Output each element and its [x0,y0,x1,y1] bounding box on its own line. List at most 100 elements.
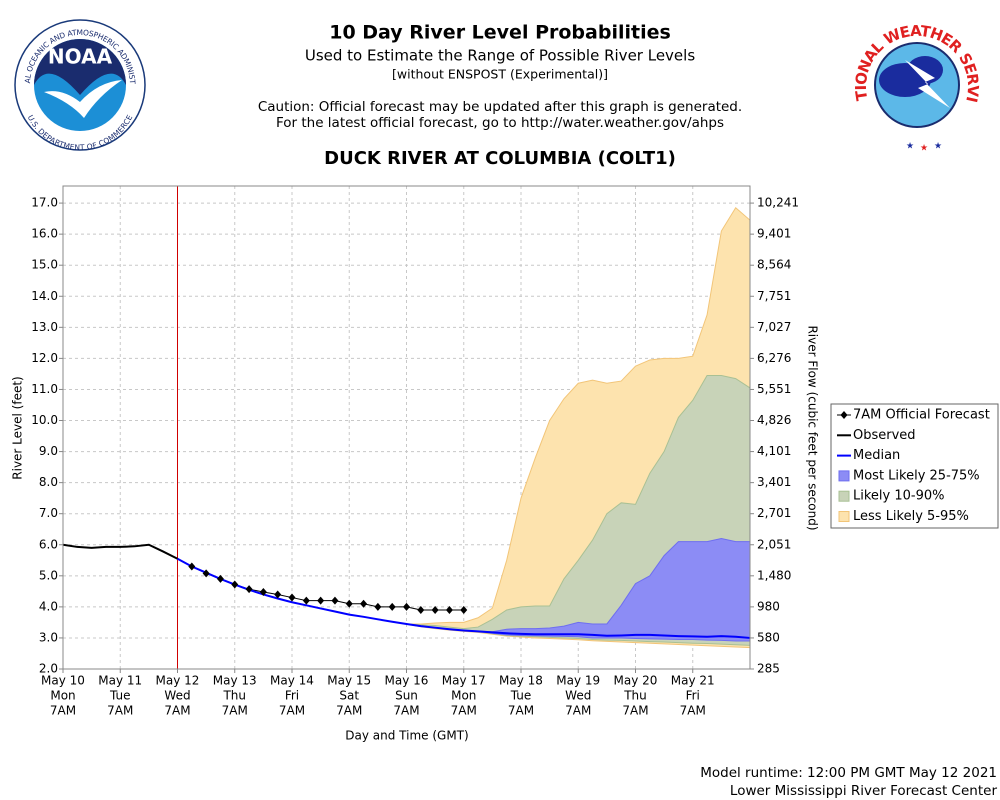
caution-line: Caution: Official forecast may be update… [258,99,742,115]
forecast-point [460,605,468,614]
legend-swatch [838,470,850,482]
y2-tick-label: 580 [757,630,780,644]
forecast-point [331,596,339,605]
x-tick-label: Fri [285,689,299,703]
series-line [62,543,178,560]
x-tick-label: 7AM [279,704,305,718]
legend-marker [840,411,848,419]
legend-swatch [838,490,850,502]
forecast-point [403,602,410,611]
y-tick-label: 17.0 [31,196,58,210]
forecast-point [302,596,310,605]
y-tick-label: 10.0 [31,413,58,427]
legend: 7AM Official Forecast Observed Median Most … [830,403,999,529]
y2-tick-label: 4,101 [757,444,791,458]
forecast-point [188,562,196,571]
chart-note: [without ENSPOST (Experimental)] [392,67,608,82]
x-tick-label: May 16 [385,674,429,688]
forecast-point [445,605,453,614]
y2-tick-label: 10,241 [757,196,799,210]
x-tick-label: 7AM [164,704,190,718]
legend-label: Median [853,448,900,463]
chart-heading: DUCK RIVER AT COLUMBIA (COLT1) [324,148,676,169]
forecast-point [231,580,239,589]
forecast-point [259,587,267,596]
forecast-point [388,602,396,611]
plot-border [62,185,751,670]
y2-tick-label: 285 [757,662,780,676]
y-axis-label: River Level (feet) [11,376,25,479]
y-tick-label: 8.0 [39,475,58,489]
chart-subtitle: Used to Estimate the Range of Possible R… [305,47,695,65]
x-tick-label: Sun [395,689,418,703]
y2-tick-label: 2,051 [757,537,791,551]
y-tick-label: 12.0 [31,351,58,365]
legend-label: Most Likely 25-75% [853,468,980,483]
legend-label: Observed [853,428,916,443]
x-tick-label: May 17 [442,674,486,688]
y-tick-label: 7.0 [39,506,58,520]
x-tick-label: May 20 [614,674,658,688]
nws-star: ★ [920,144,928,154]
y2-tick-label: 9,401 [757,227,791,241]
x-tick-label: 7AM [50,704,76,718]
x-tick-label: Tue [109,689,131,703]
legend-label: Less Likely 5-95% [853,509,969,524]
x-tick-label: 7AM [336,704,362,718]
y2-tick-label: 4,826 [757,413,791,427]
legend-label: Likely 10-90% [853,489,944,504]
x-tick-label: May 12 [156,674,200,688]
noaa-text: NOAA [48,45,113,69]
forecast-point [245,585,253,594]
forecast-point [317,596,325,605]
y-tick-label: 13.0 [31,320,58,334]
y-tick-label: 14.0 [31,289,58,303]
x-tick-label: May 10 [41,674,85,688]
x-tick-label: Sat [339,689,359,703]
nws-star: ★ [906,142,914,152]
x-tick-label: Mon [50,689,75,703]
footer-line: Model runtime: 12:00 PM GMT May 12 2021 [700,765,997,781]
y-tick-label: 4.0 [39,599,58,613]
y2-tick-label: 2,701 [757,506,791,520]
y-tick-label: 16.0 [31,227,58,241]
y2-tick-label: 1,480 [757,568,791,582]
noaa-logo: NOAA NATIONAL OCEANIC AND ATMOSPHERIC AD… [0,0,146,152]
y-tick-label: 11.0 [31,382,58,396]
x-tick-label: 7AM [622,704,648,718]
x-tick-label: Tue [510,689,532,703]
x-tick-label: 7AM [222,704,248,718]
forecast-point [216,574,224,583]
nws-star: ★ [934,142,942,152]
y2-tick-label: 7,751 [757,289,791,303]
y2-tick-label: 980 [757,599,780,613]
forecast-point [288,593,296,602]
x-tick-label: 7AM [451,704,477,718]
forecast-point [274,590,282,599]
y2-tick-label: 7,027 [757,320,791,334]
x-tick-label: May 15 [327,674,371,688]
y2-tick-label: 6,276 [757,351,791,365]
series-line [177,557,751,639]
y2-tick-label: 5,551 [757,382,791,396]
forecast-point [374,602,382,611]
x-tick-label: 7AM [107,704,133,718]
y2-tick-label: 8,564 [757,258,791,272]
plot-area [59,185,754,673]
y-tick-label: 5.0 [39,568,58,582]
x-tick-label: May 21 [671,674,715,688]
y-tick-label: 6.0 [39,537,58,551]
caution-line: For the latest official forecast, go to … [276,115,724,131]
legend-swatch [838,511,850,522]
x-tick-label: 7AM [508,704,534,718]
x-tick-label: Wed [164,689,190,703]
x-tick-label: Mon [451,689,476,703]
forecast-point [360,599,368,608]
y2-tick-label: 3,401 [757,475,791,489]
x-tick-label: Thu [623,689,647,703]
forecast-point [431,605,439,614]
y-tick-label: 3.0 [39,630,58,644]
chart-title: 10 Day River Level Probabilities [329,22,671,44]
